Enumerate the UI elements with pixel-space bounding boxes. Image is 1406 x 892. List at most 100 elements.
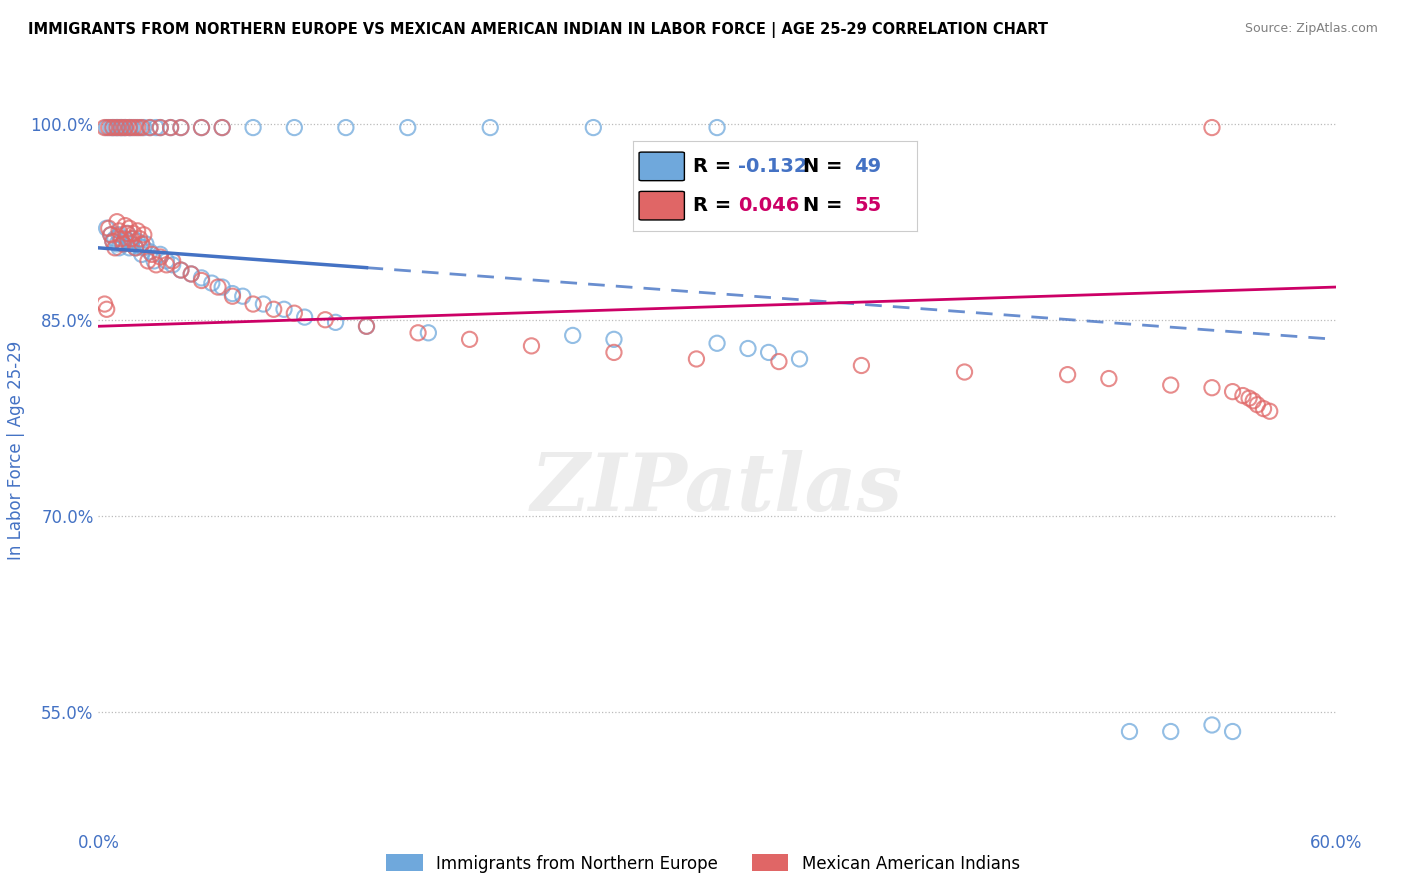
Point (143, 253, 166, 268)
Point (118, 235, 141, 249)
Point (263, 302, 285, 317)
Point (155, 258, 177, 272)
Point (789, 351, 811, 366)
Point (108, 120, 131, 135)
Point (1246, 398, 1268, 412)
FancyBboxPatch shape (640, 192, 685, 220)
Point (110, 232, 132, 246)
Point (97, 120, 120, 135)
Point (97, 221, 120, 235)
Point (155, 253, 177, 268)
Point (124, 241, 146, 255)
Point (132, 241, 155, 255)
Point (252, 297, 274, 311)
Point (114, 219, 136, 233)
Point (128, 120, 150, 135)
Point (211, 120, 233, 135)
Point (149, 120, 172, 135)
Point (1253, 401, 1275, 416)
Point (131, 236, 153, 251)
Point (96, 120, 118, 135)
Point (118, 120, 141, 135)
Point (100, 227, 122, 242)
Point (1222, 724, 1244, 739)
Point (93, 120, 115, 135)
Point (221, 289, 243, 303)
Point (104, 241, 127, 255)
Point (118, 241, 141, 255)
Point (101, 235, 124, 249)
Point (180, 267, 202, 281)
Point (96, 221, 118, 235)
Point (953, 365, 976, 379)
Point (685, 351, 707, 366)
Point (1098, 371, 1121, 385)
Point (396, 120, 419, 135)
Point (603, 332, 626, 346)
Point (1201, 120, 1223, 135)
Point (1241, 393, 1264, 408)
Point (112, 236, 135, 251)
Point (1160, 724, 1182, 739)
Point (706, 336, 728, 351)
Point (162, 258, 184, 272)
Point (335, 120, 357, 135)
Point (242, 297, 264, 311)
Point (768, 354, 790, 368)
Point (101, 120, 124, 135)
Point (124, 120, 146, 135)
Point (132, 120, 155, 135)
Point (356, 319, 378, 334)
Point (1222, 384, 1244, 399)
Point (110, 120, 132, 135)
Point (706, 120, 728, 135)
Point (145, 258, 167, 272)
Point (136, 253, 159, 268)
Point (100, 120, 122, 135)
Point (170, 263, 193, 277)
Point (170, 120, 193, 135)
Point (105, 120, 128, 135)
Point (132, 227, 155, 242)
Point (737, 342, 759, 356)
FancyBboxPatch shape (640, 153, 685, 181)
Point (149, 250, 172, 264)
Point (211, 120, 233, 135)
Point (128, 232, 150, 246)
Point (105, 120, 128, 135)
Point (1237, 391, 1260, 405)
Point (127, 235, 149, 249)
Point (170, 263, 193, 277)
Point (190, 120, 212, 135)
Point (851, 359, 873, 373)
Point (117, 227, 139, 241)
Point (118, 120, 141, 135)
Text: ZIPatlas: ZIPatlas (531, 450, 903, 527)
Point (273, 302, 295, 317)
Point (120, 232, 142, 246)
Point (758, 345, 780, 359)
Point (190, 120, 212, 135)
Point (1201, 718, 1223, 732)
Text: IMMIGRANTS FROM NORTHERN EUROPE VS MEXICAN AMERICAN INDIAN IN LABOR FORCE | AGE : IMMIGRANTS FROM NORTHERN EUROPE VS MEXIC… (28, 22, 1047, 38)
Point (131, 120, 153, 135)
Text: 49: 49 (855, 157, 882, 176)
Point (190, 271, 212, 285)
Point (149, 120, 172, 135)
Point (128, 239, 150, 253)
Point (105, 236, 128, 251)
Point (159, 120, 181, 135)
Point (108, 224, 131, 238)
Point (582, 120, 605, 135)
Point (101, 120, 124, 135)
Point (520, 339, 543, 353)
Point (122, 232, 145, 246)
Point (131, 247, 153, 261)
Point (104, 120, 127, 135)
Point (124, 241, 146, 255)
Text: 0.046: 0.046 (738, 196, 800, 215)
Point (96, 302, 118, 317)
Text: N =: N = (803, 157, 849, 176)
Point (108, 227, 131, 242)
Point (458, 332, 481, 346)
